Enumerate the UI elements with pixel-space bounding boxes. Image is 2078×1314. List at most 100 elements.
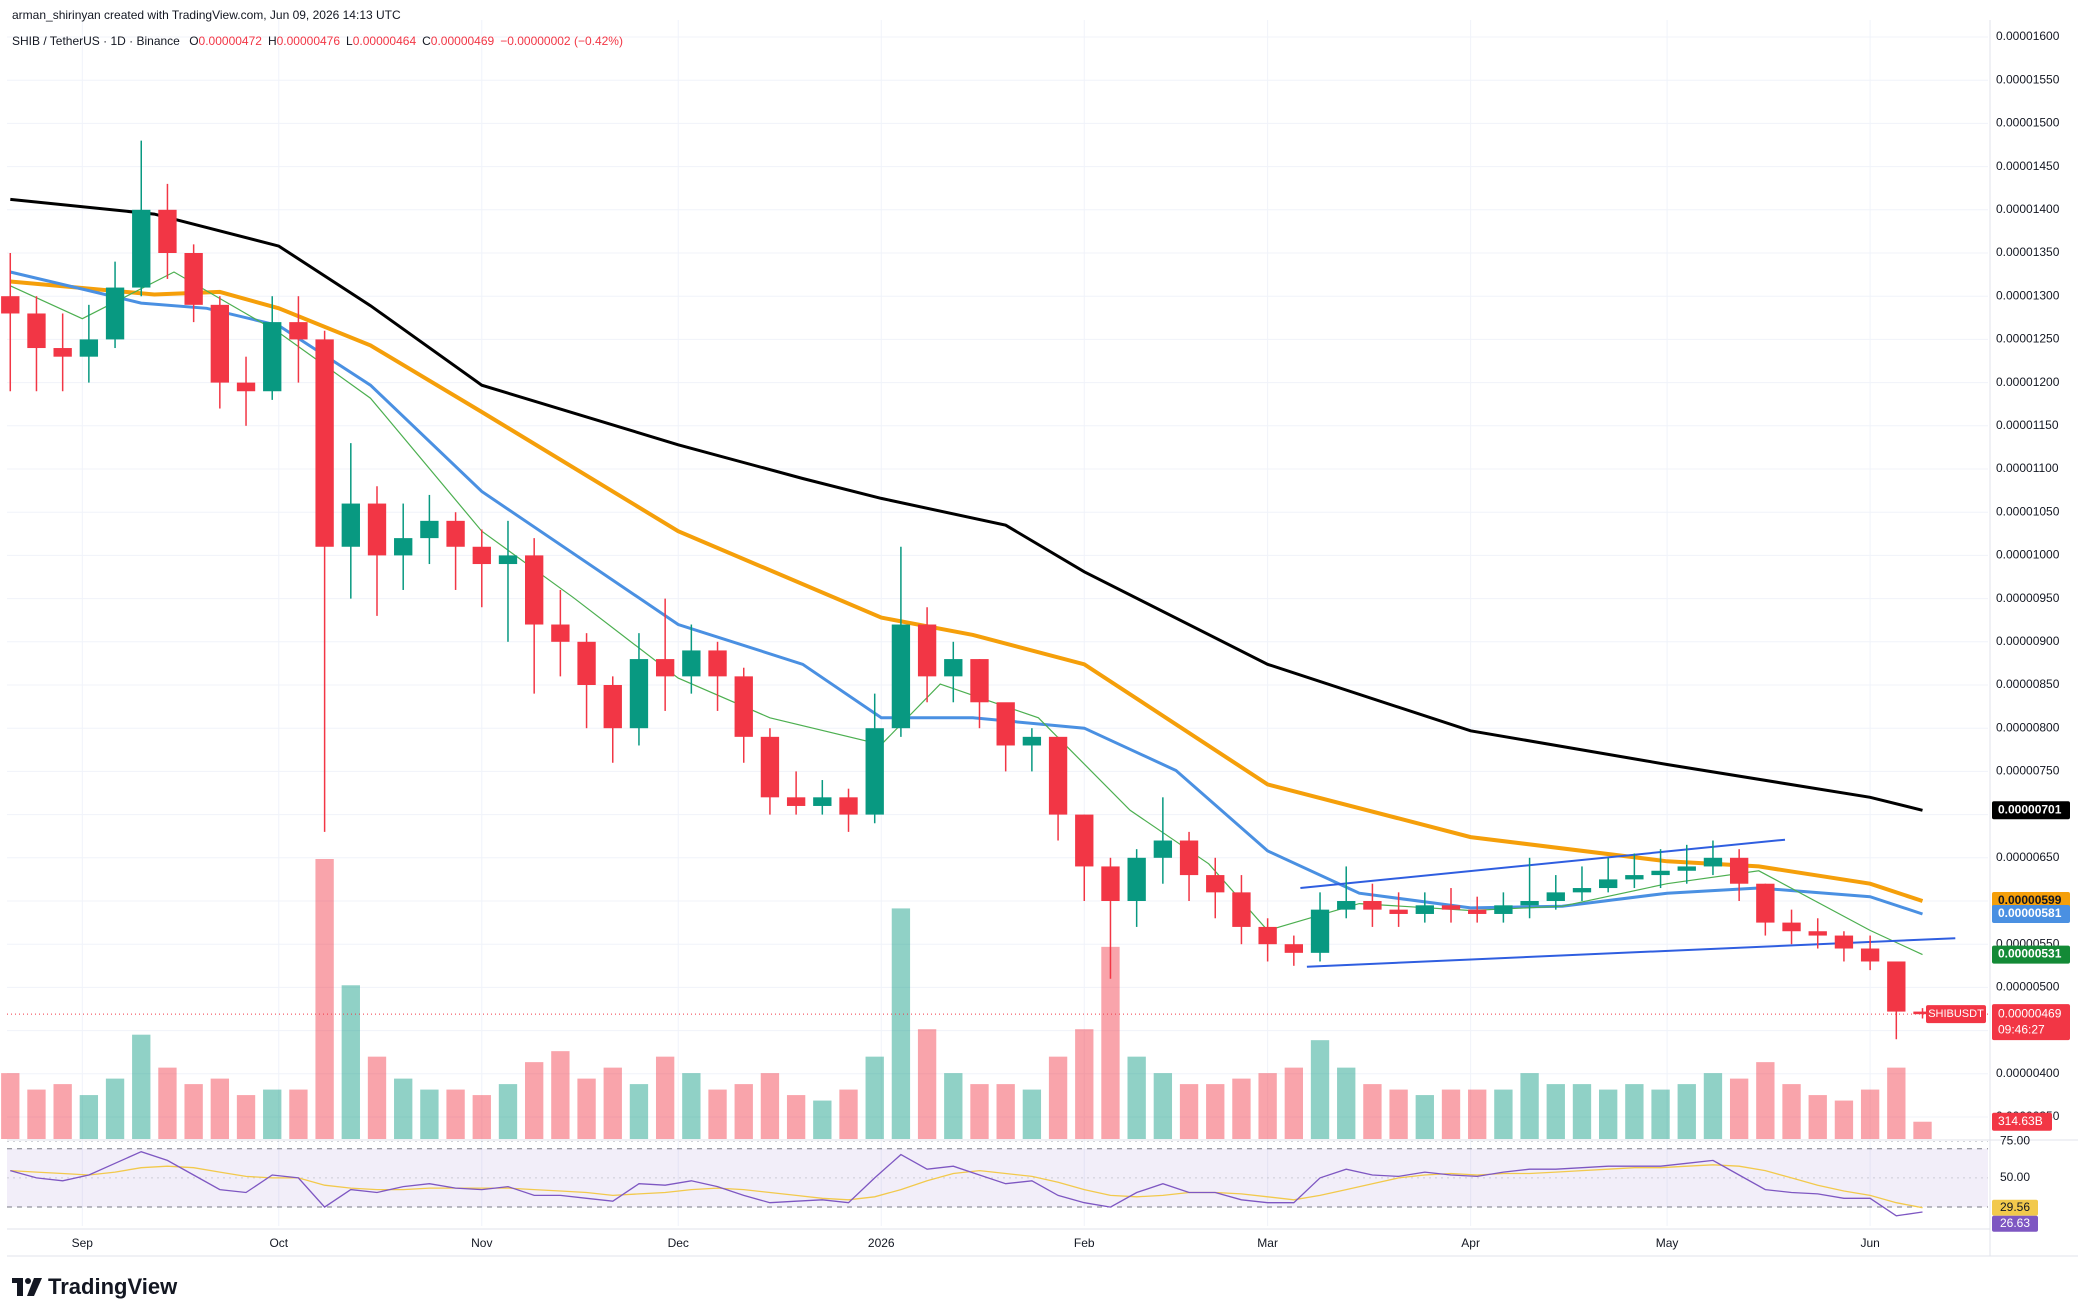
volume-bar — [525, 1062, 544, 1139]
rsi-ma-line — [10, 1164, 1923, 1209]
x-tick-label: 2026 — [868, 1236, 895, 1250]
volume-bar — [472, 1095, 491, 1139]
volume-bar — [1232, 1078, 1251, 1139]
volume-bar — [708, 1089, 727, 1139]
countdown: 09:46:27 — [1998, 1022, 2045, 1036]
candle-body — [734, 676, 753, 737]
y-tick-label: 0.00001600 — [1996, 29, 2060, 43]
candle-body — [1179, 840, 1199, 876]
candle-body — [1468, 909, 1487, 914]
ohlc-key: C — [422, 34, 431, 48]
volume-bar — [394, 1078, 413, 1139]
candle-body — [79, 339, 99, 357]
rsi-ma-tag-text: 29.56 — [2000, 1200, 2030, 1214]
volume-bar — [1887, 1067, 1906, 1139]
candle-body — [655, 659, 675, 677]
y-tick-label: 0.00000850 — [1996, 677, 2060, 691]
ma-tag — [1992, 904, 2070, 923]
candle-body — [1127, 857, 1146, 901]
volume-bar — [655, 1056, 675, 1139]
volume-bar — [1206, 1084, 1225, 1139]
candle-body — [1048, 736, 1068, 815]
volume-bar — [1048, 1056, 1068, 1139]
volume-bar — [420, 1089, 439, 1139]
candle-body — [839, 797, 858, 815]
candle-body — [1887, 961, 1906, 1012]
volume-bar — [341, 985, 360, 1139]
volume-bar — [367, 1056, 387, 1139]
x-tick-label: Mar — [1257, 1236, 1278, 1250]
candle-body — [577, 641, 596, 685]
candle-body — [525, 555, 544, 625]
moving-average — [10, 271, 1923, 956]
candle-body — [1441, 905, 1461, 910]
candle-body — [1075, 814, 1094, 867]
volume-bar — [132, 1034, 151, 1139]
candle-body — [394, 538, 413, 556]
volume-bar — [917, 1029, 937, 1139]
ma-tag-text: 0.00000531 — [1998, 947, 2062, 961]
candle-body — [760, 736, 780, 798]
volume-bar — [263, 1089, 282, 1139]
y-tick-label: 0.00001550 — [1996, 72, 2060, 86]
ohlc-key: L — [346, 34, 353, 48]
candle-body — [498, 555, 518, 565]
x-tick-label: Nov — [471, 1236, 492, 1250]
volume-bar — [760, 1073, 780, 1139]
rsi-tag — [1992, 1215, 2038, 1232]
legend-line: SHIB / TetherUS · 1D · Binance O0.000004… — [12, 34, 629, 48]
volume-bar — [1022, 1089, 1042, 1139]
y-tick-label: 0.00001100 — [1996, 461, 2059, 475]
candle-body — [472, 546, 491, 565]
volume-bar — [1860, 1089, 1880, 1139]
volume-tag-text: 314.63B — [1998, 1114, 2043, 1128]
rsi-tick-label: 75.00 — [2000, 1134, 2030, 1148]
volume-bar — [1075, 1029, 1094, 1139]
symbol: SHIB / TetherUS · 1D · Binance — [12, 34, 180, 48]
volume-bar — [1756, 1062, 1775, 1139]
candle-body — [1729, 857, 1749, 884]
candle-body — [1808, 931, 1827, 936]
volume-bar — [1572, 1084, 1592, 1139]
volume-bar — [158, 1067, 177, 1139]
candle-body — [1572, 888, 1592, 893]
ma-tag-text: 0.00000599 — [1998, 893, 2062, 907]
candle-body — [1258, 926, 1277, 945]
candle-body — [158, 209, 177, 253]
rsi-tag-text: 26.63 — [2000, 1216, 2030, 1230]
ohlc-key: H — [267, 34, 277, 48]
candle-body — [315, 339, 334, 547]
candle-body — [1232, 892, 1251, 927]
candle-body — [1, 296, 20, 314]
candle-body — [1337, 901, 1356, 910]
candle-body — [263, 322, 282, 392]
candle-body — [1703, 857, 1723, 867]
candle-body — [289, 322, 308, 340]
y-tick-label: 0.00001050 — [1996, 504, 2060, 518]
candle-body — [708, 650, 727, 677]
candle-body — [682, 650, 701, 677]
volume-bar — [1389, 1089, 1408, 1139]
ohlc-key: O — [189, 34, 199, 48]
candle-body — [1363, 901, 1382, 910]
ma-tag-text: 0.00000701 — [1998, 802, 2062, 816]
y-tick-label: 0.00001250 — [1996, 332, 2060, 346]
volume-bar — [1101, 946, 1120, 1139]
candle-body — [1389, 909, 1408, 914]
volume-bar — [813, 1100, 832, 1139]
candle-body — [1756, 883, 1775, 923]
volume-bar — [1729, 1078, 1749, 1139]
volume-bar — [53, 1084, 72, 1139]
y-tick-label: 0.00001000 — [1996, 548, 2060, 562]
candle-body — [1284, 944, 1303, 953]
volume-bar — [1782, 1084, 1801, 1139]
volume-bar — [1363, 1084, 1382, 1139]
symbol-tag-text: SHIBUSDT — [1928, 1008, 1984, 1020]
volume-bar — [1127, 1056, 1146, 1139]
candle-body — [917, 624, 937, 677]
candle-body — [210, 304, 230, 383]
candle-body — [236, 382, 256, 392]
y-tick-label: 0.00000950 — [1996, 591, 2060, 605]
candle-body — [1520, 901, 1539, 906]
volume-bar — [446, 1089, 465, 1139]
